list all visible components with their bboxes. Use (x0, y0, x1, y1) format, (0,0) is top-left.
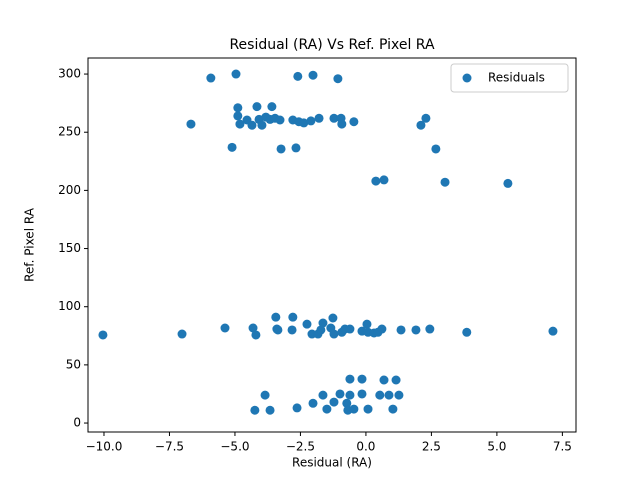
y-tick-label: 50 (66, 357, 81, 371)
x-axis-label: Residual (RA) (292, 456, 372, 470)
point (328, 313, 338, 323)
point (302, 319, 312, 329)
point (318, 318, 328, 328)
x-tick-label: −10.0 (86, 440, 123, 454)
point (251, 330, 261, 340)
point (247, 120, 257, 130)
point (329, 329, 339, 339)
point (391, 375, 401, 385)
point (379, 175, 389, 185)
x-tick-label: 7.5 (553, 440, 572, 454)
point (357, 389, 367, 399)
point (396, 325, 406, 335)
point (206, 73, 216, 83)
point (421, 113, 431, 123)
y-tick-label: 250 (58, 125, 81, 139)
point (416, 120, 426, 130)
point (345, 324, 355, 334)
point (288, 312, 298, 322)
point (271, 312, 281, 322)
point (371, 176, 381, 186)
point (411, 325, 421, 335)
point (375, 390, 385, 400)
point (318, 390, 328, 400)
point (316, 325, 326, 335)
point (248, 323, 258, 333)
point (503, 178, 513, 188)
point (379, 375, 389, 385)
point (431, 144, 441, 154)
x-tick-label: 2.5 (422, 440, 441, 454)
point (322, 404, 332, 414)
y-axis-label: Ref. Pixel RA (23, 207, 37, 282)
point (273, 325, 283, 335)
point (227, 142, 237, 152)
y-tick-label: 200 (58, 183, 81, 197)
point (265, 405, 275, 415)
point (337, 119, 347, 129)
point (425, 324, 435, 334)
point (293, 71, 303, 81)
point (357, 374, 367, 384)
point (345, 374, 355, 384)
point (252, 102, 262, 112)
y-tick-label: 100 (58, 299, 81, 313)
x-tick-label: −5.0 (220, 440, 249, 454)
point (362, 319, 372, 329)
point (267, 102, 277, 112)
point (329, 113, 339, 123)
legend-label: Residuals (488, 71, 545, 85)
point (314, 113, 324, 123)
point (333, 74, 343, 84)
point (440, 177, 450, 187)
point (291, 143, 301, 153)
legend-marker (462, 73, 472, 83)
point (276, 144, 286, 154)
point (363, 404, 373, 414)
point (548, 326, 558, 336)
point (349, 117, 359, 127)
point (257, 120, 267, 130)
point (388, 404, 398, 414)
point (308, 70, 318, 80)
point (335, 389, 345, 399)
point (329, 397, 339, 407)
point (250, 405, 260, 415)
x-tick-label: −7.5 (155, 440, 184, 454)
point (233, 111, 243, 121)
point (275, 115, 285, 125)
point (260, 390, 270, 400)
point (177, 329, 187, 339)
point (299, 118, 309, 128)
point (384, 390, 394, 400)
point (342, 398, 352, 408)
y-tick-label: 0 (73, 416, 81, 430)
plot-frame (87, 57, 577, 433)
point (186, 119, 196, 129)
point (235, 119, 245, 129)
x-tick-label: −2.5 (286, 440, 315, 454)
point (287, 325, 297, 335)
point (292, 403, 302, 413)
point (308, 398, 318, 408)
point (233, 103, 243, 113)
point (462, 327, 472, 337)
x-tick-label: 0.0 (356, 440, 375, 454)
point (349, 404, 359, 414)
point (231, 69, 241, 79)
point (220, 323, 230, 333)
y-tick-label: 150 (58, 241, 81, 255)
point (306, 116, 316, 126)
x-tick-label: 5.0 (487, 440, 506, 454)
y-tick-label: 300 (58, 67, 81, 81)
point (394, 390, 404, 400)
point (345, 390, 355, 400)
point (377, 324, 387, 334)
point (98, 330, 108, 340)
legend-box (450, 63, 569, 93)
chart-title: Residual (RA) Vs Ref. Pixel RA (229, 37, 435, 53)
